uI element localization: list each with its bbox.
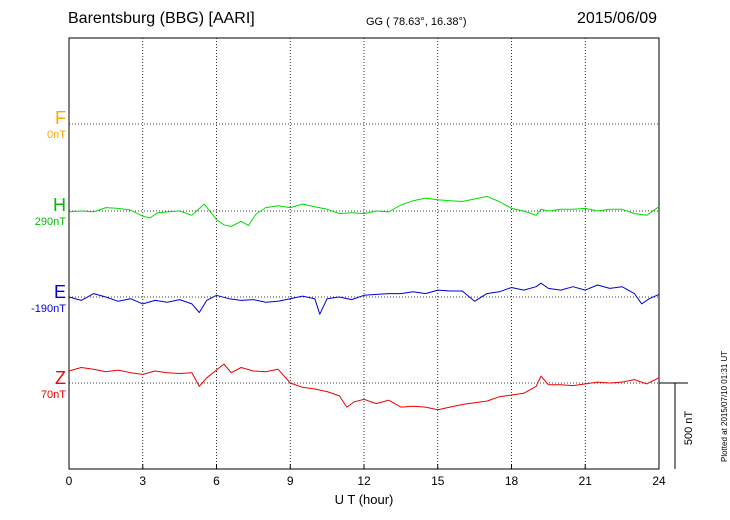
x-tick-label: 24 — [652, 474, 666, 488]
grid-lines — [69, 38, 659, 469]
x-tick-label: 12 — [357, 474, 371, 488]
component-label-f: F 0nT — [47, 108, 66, 141]
series-line-h — [68, 195, 660, 227]
date-label: 2015/06/09 — [577, 10, 658, 27]
coordinates-label: GG ( 78.63°, 16.38°) — [366, 16, 467, 28]
scale-bar-label: 500 nT — [683, 411, 695, 446]
x-axis-label: U T (hour) — [335, 492, 394, 507]
plotted-timestamp: Plotted at 2015/07/10 01:31 UT — [720, 350, 729, 462]
x-tick-label: 18 — [505, 474, 519, 488]
series-group — [68, 195, 660, 411]
scale-bar: 500 nT — [659, 382, 695, 469]
x-tick-label: 15 — [431, 474, 445, 488]
component-label-z: Z 70nT — [40, 368, 66, 401]
series-line-e — [68, 282, 660, 315]
station-title: Barentsburg (BBG) [AARI] — [68, 10, 255, 27]
series-line-z — [68, 363, 660, 411]
x-tick-label: 9 — [287, 474, 294, 488]
component-label-e: E -190nT — [31, 282, 66, 315]
x-tick-label: 21 — [579, 474, 593, 488]
x-ticks: 0 3 6 9 12 15 18 21 24 — [66, 464, 666, 488]
component-label-h: H 290nT — [34, 195, 66, 228]
x-tick-label: 0 — [66, 474, 73, 488]
x-tick-label: 3 — [139, 474, 146, 488]
x-tick-label: 6 — [213, 474, 220, 488]
